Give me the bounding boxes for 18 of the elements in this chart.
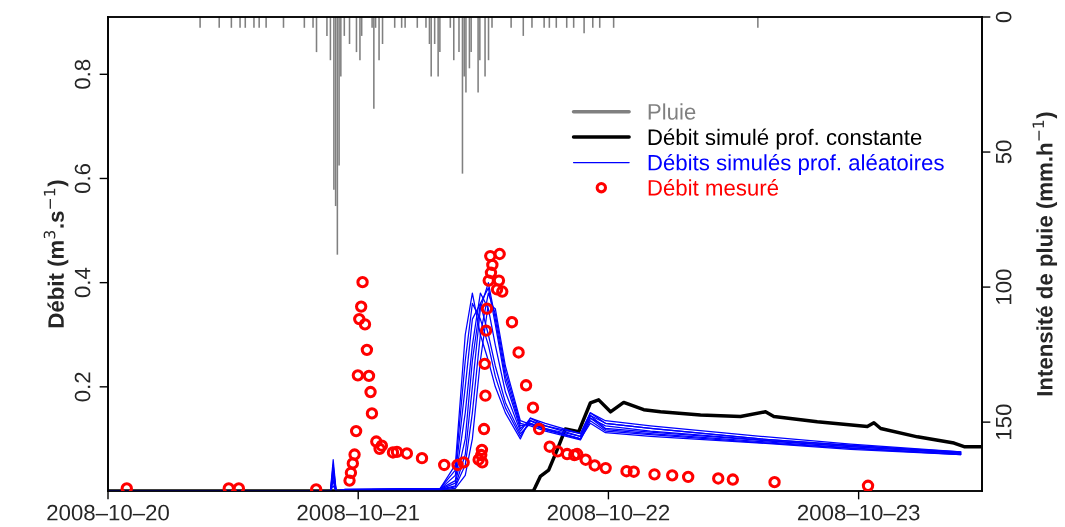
- legend-label: Débit mesuré: [648, 179, 779, 196]
- y-axis-title: Débit (m$^{3}$.s$^{−1}$): [43, 180, 69, 328]
- legend-label: Débits simulés prof. aléatoires: [648, 153, 944, 175]
- y2-tick-label: 50: [995, 140, 1012, 164]
- x-tick-label: 2008–10–22: [547, 504, 670, 521]
- y2-tick-label: 0: [995, 11, 1012, 23]
- x-tick-label: 2008–10–23: [797, 504, 920, 521]
- x-tick-label: 2008–10–21: [297, 504, 419, 521]
- y-tick-label: 0.8: [74, 59, 91, 89]
- y-tick-label: 0.6: [74, 164, 91, 194]
- y2-tick-label: 150: [995, 404, 1012, 439]
- x-tick-label: 2008–10–20: [47, 504, 169, 521]
- y2-axis-title: Intensité de pluie (mm.h$^{−1}$): [1032, 112, 1058, 396]
- y-tick-label: 0.4: [74, 267, 91, 298]
- legend-label: Pluie: [648, 103, 696, 120]
- y2-tick-label: 100: [995, 269, 1012, 304]
- y-tick-label: 0.2: [74, 372, 91, 402]
- legend-label: Débit simulé prof. constante: [648, 128, 922, 150]
